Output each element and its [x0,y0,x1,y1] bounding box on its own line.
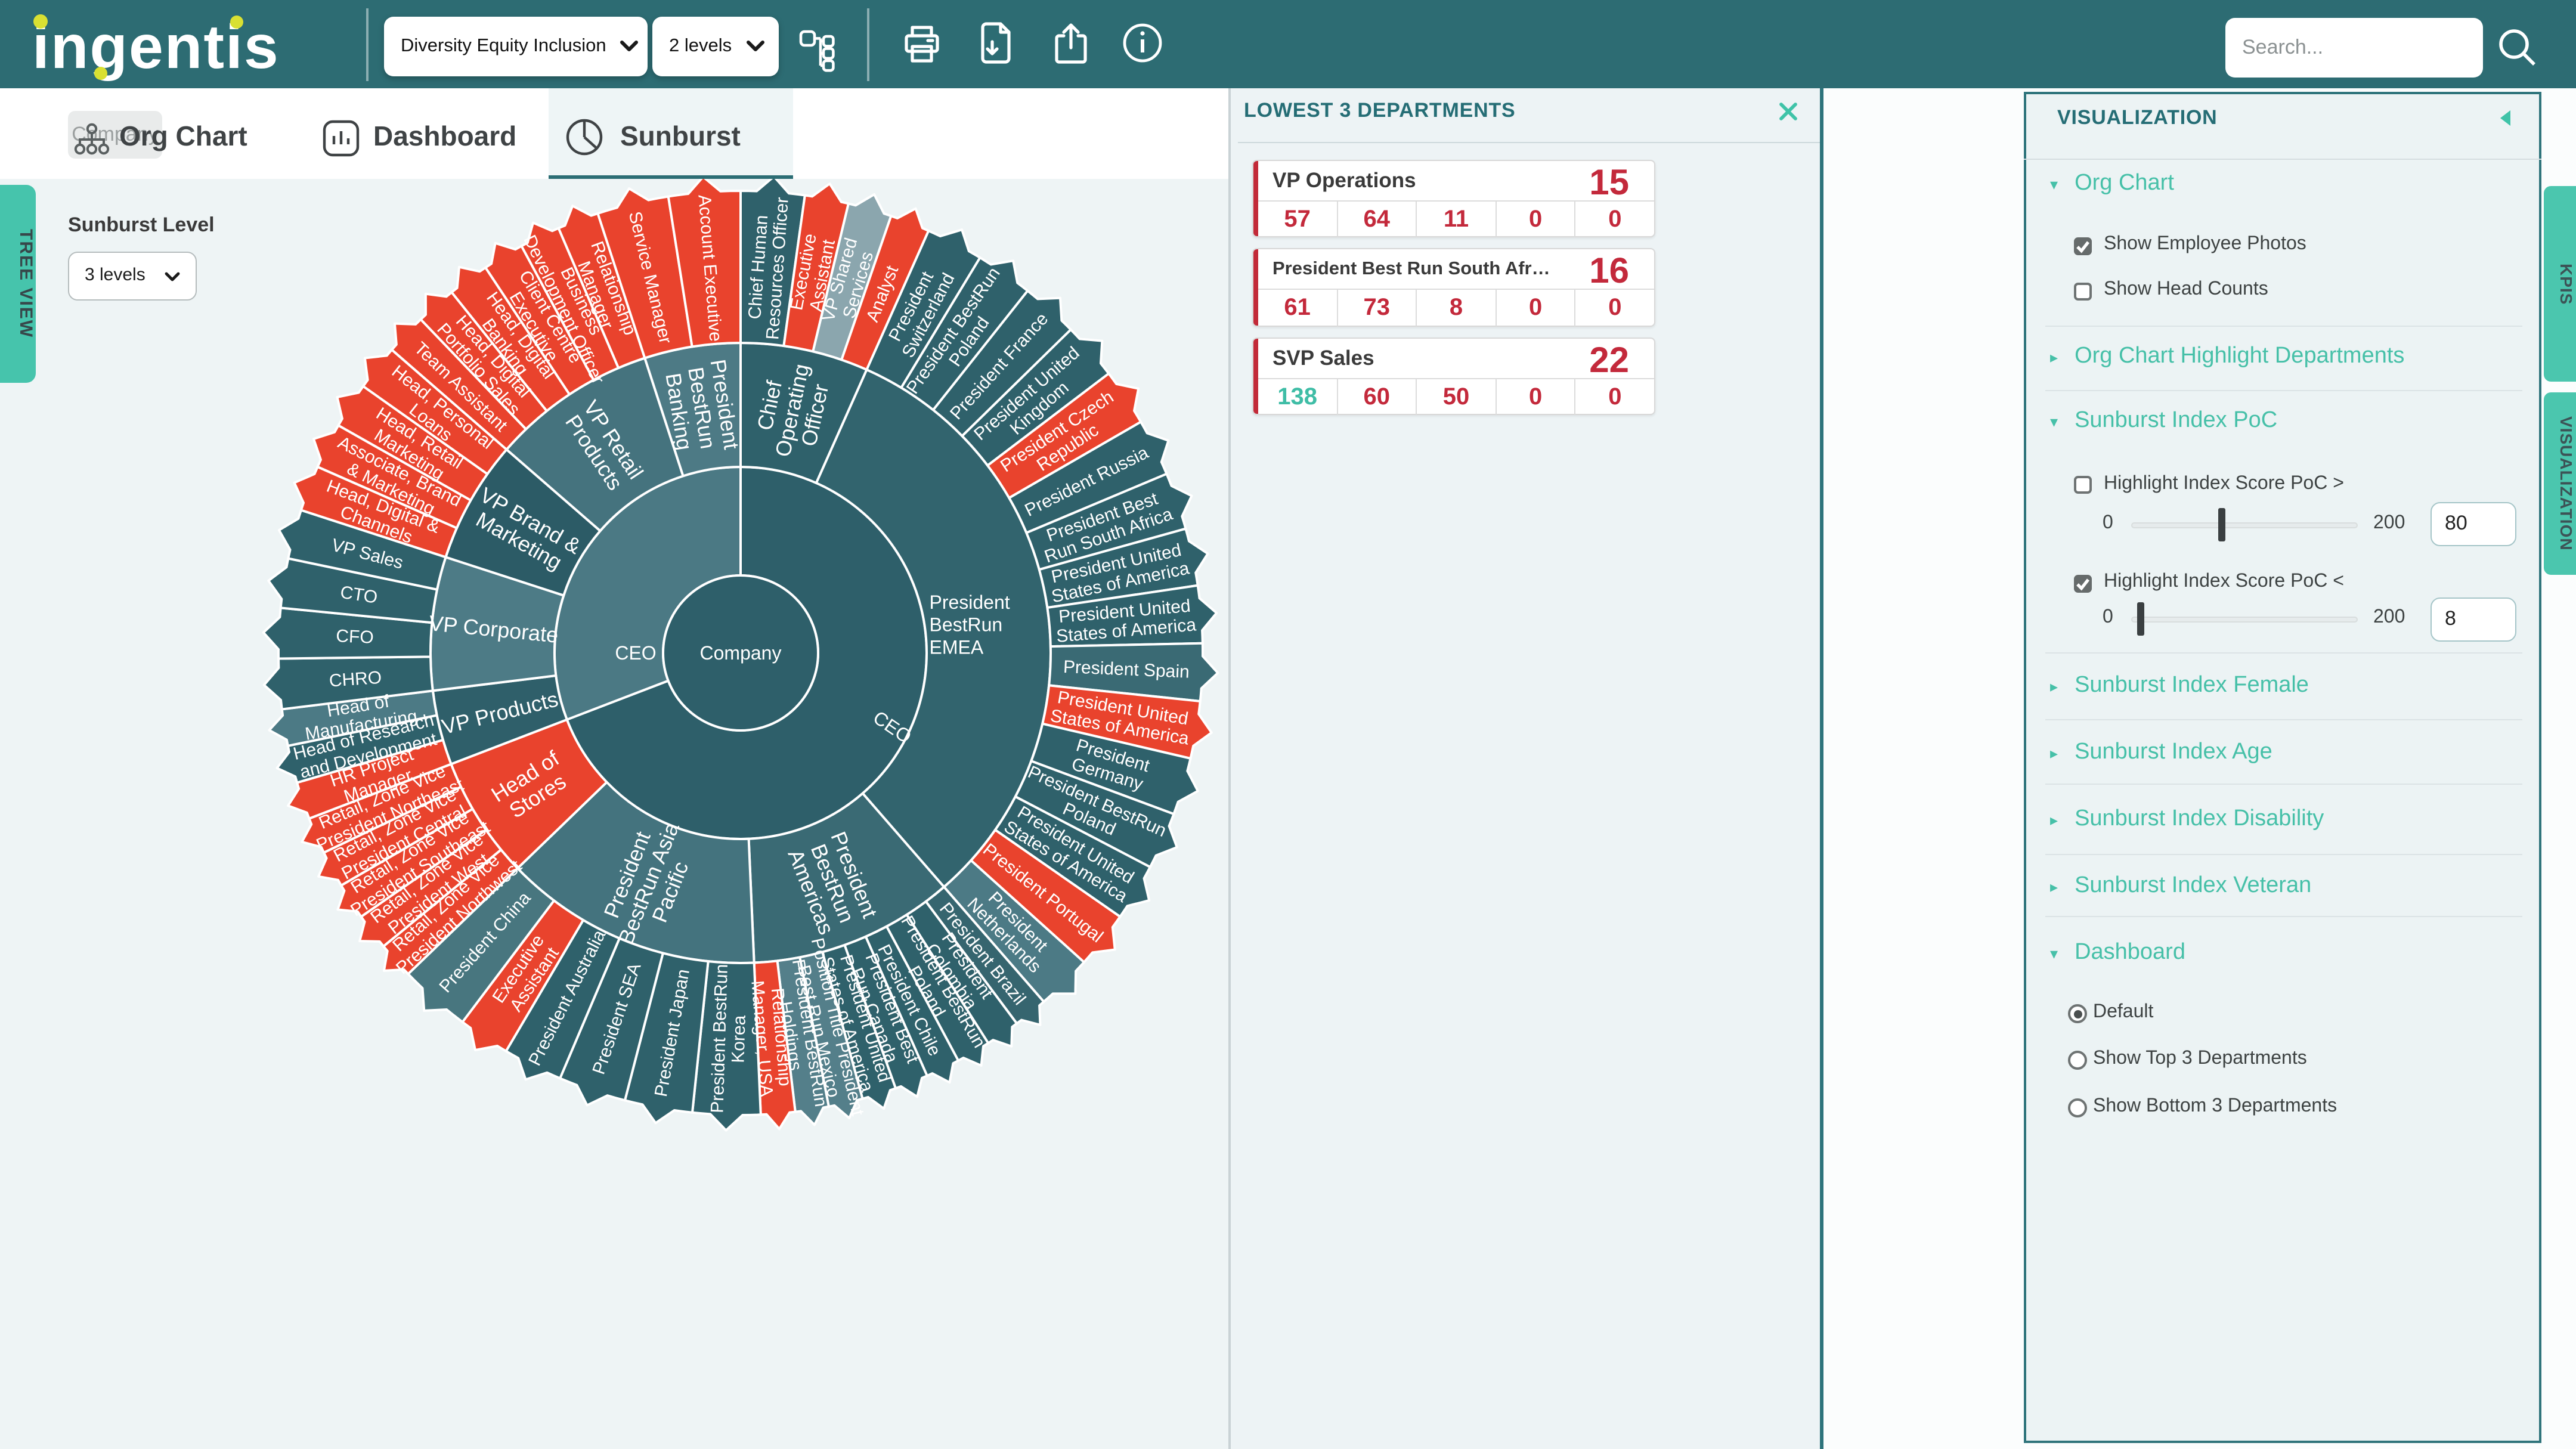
svg-text:CFO: CFO [336,626,374,648]
svg-text:PresidentBestRunBanking: PresidentBestRunBanking [660,358,744,459]
svg-text:CEO: CEO [615,642,656,664]
svg-text:President BestRunKorea: President BestRunKorea [707,964,751,1114]
svg-text:CHRO: CHRO [329,668,382,691]
svg-text:Company: Company [700,642,782,664]
svg-text:ChiefOperatingOfficer: ChiefOperatingOfficer [748,357,837,463]
